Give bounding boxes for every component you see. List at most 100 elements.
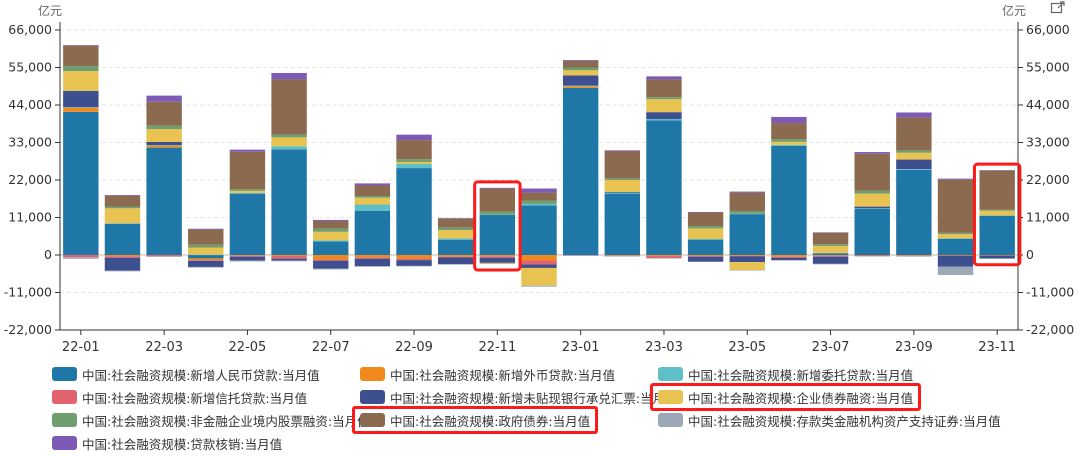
bar-segment (63, 91, 98, 107)
legend-item[interactable]: 中国:社会融资规模:新增外币贷款:当月值 (360, 364, 615, 384)
bar-segment (938, 256, 973, 267)
legend-item[interactable]: 中国:社会融资规模:存款类金融机构资产支持证券:当月值 (658, 410, 1001, 430)
bar-segment (563, 86, 598, 88)
legend-label: 中国:社会融资规模:新增委托贷款:当月值 (688, 365, 913, 384)
bar-segment (896, 256, 931, 257)
bar-segment (688, 228, 723, 239)
bar-segment (521, 200, 556, 203)
bar-segment (63, 257, 98, 258)
bar-segment (105, 207, 140, 209)
legend-label: 中国:社会融资规模:新增人民币贷款:当月值 (82, 365, 320, 384)
legend-item[interactable]: 中国:社会融资规模:企业债券融资:当月值 (658, 387, 913, 407)
legend-swatch (52, 436, 77, 450)
legend-highlight-box (352, 406, 598, 434)
y-tick-label-right: 0 (1026, 247, 1034, 262)
bar-segment (63, 112, 98, 255)
legend-item[interactable]: 中国:社会融资规模:政府债券:当月值 (360, 410, 590, 430)
legend-item[interactable]: 中国:社会融资规模:非金融企业境内股票融资:当月值 (52, 410, 370, 430)
legend-label: 中国:社会融资规模:新增外币贷款:当月值 (390, 365, 615, 384)
legend-swatch (52, 390, 77, 404)
bar-segment (896, 169, 931, 170)
bar-segment (396, 168, 431, 255)
legend-label: 中国:社会融资规模:非金融企业境内股票融资:当月值 (82, 411, 370, 430)
bar-segment (438, 255, 473, 257)
y-tick-label-left: -22,000 (4, 322, 52, 337)
x-tick-label: 22-03 (145, 340, 183, 355)
bar-segment (521, 189, 556, 193)
x-tick-label: 23-11 (978, 340, 1016, 355)
y-tick-label-left: 44,000 (8, 97, 52, 112)
x-tick-label: 22-07 (312, 340, 350, 355)
legend-item[interactable]: 中国:社会融资规模:新增人民币贷款:当月值 (52, 364, 320, 384)
bar-segment (438, 230, 473, 238)
bar-segment (438, 240, 473, 255)
bar-segment (938, 239, 973, 255)
bar-segment (646, 258, 681, 259)
bar-segment (271, 149, 306, 255)
legend-highlight-box (650, 383, 921, 411)
bar-segment (646, 255, 681, 256)
bar-segment (855, 256, 890, 257)
bar-segment (63, 45, 98, 46)
y-tick-label-right: 22,000 (1026, 172, 1070, 187)
bar-segment (271, 137, 306, 146)
bar-segment (771, 255, 806, 257)
bar-segment (355, 198, 390, 205)
bar-segment (480, 264, 515, 265)
bar-segment (188, 260, 223, 261)
bar-segment (688, 256, 723, 257)
bar-segment (896, 255, 931, 256)
bar-segment (813, 253, 848, 254)
bar-segment (105, 224, 140, 255)
bar-segment (896, 160, 931, 170)
bar-segment (646, 97, 681, 99)
bar-segment (438, 238, 473, 239)
bar-segment (188, 229, 223, 230)
legend-item[interactable]: 中国:社会融资规模:新增未贴现银行承兑汇票:当月值 (360, 387, 678, 407)
bar-segment (771, 145, 806, 146)
bar-segment (646, 112, 681, 119)
y-tick-label-right: 11,000 (1026, 210, 1070, 225)
bar-segment (188, 255, 223, 258)
bar-segment (896, 118, 931, 151)
bar-segment (271, 79, 306, 134)
bar-segment (480, 215, 515, 255)
bar-segment (313, 261, 348, 269)
bar-segment (771, 260, 806, 261)
bar-segment (521, 204, 556, 206)
bar-segment (979, 216, 1014, 255)
bar-segment (438, 257, 473, 258)
bar-segment (730, 270, 765, 271)
x-tick-label: 23-09 (895, 340, 933, 355)
bar-segment (605, 150, 640, 151)
bar-segment (63, 108, 98, 112)
export-icon[interactable] (1050, 0, 1066, 14)
bar-segment (563, 68, 598, 71)
legend-label: 中国:社会融资规模:新增信托贷款:当月值 (82, 388, 307, 407)
bar-segment (355, 196, 390, 198)
bar-segment (480, 258, 515, 263)
bar-segment (313, 259, 348, 260)
bar-segment (730, 192, 765, 193)
bar-segment (105, 196, 140, 207)
bar-segment (730, 214, 765, 215)
bar-segment (230, 193, 265, 194)
y-tick-label-left: 66,000 (8, 22, 52, 37)
bar-segment (105, 223, 140, 224)
bar-segment (438, 219, 473, 228)
bar-segment (771, 257, 806, 258)
bar-segment (938, 180, 973, 233)
legend-item[interactable]: 中国:社会融资规模:新增信托贷款:当月值 (52, 387, 307, 407)
legend-label: 中国:社会融资规模:贷款核销:当月值 (82, 434, 282, 453)
bar-segment (605, 178, 640, 180)
bar-segment (438, 257, 473, 264)
legend-item[interactable]: 中国:社会融资规模:新增委托贷款:当月值 (658, 364, 913, 384)
legend-item[interactable]: 中国:社会融资规模:贷款核销:当月值 (52, 433, 282, 453)
y-tick-label-left: -11,000 (4, 285, 52, 300)
bar-segment (105, 256, 140, 257)
bar-segment (313, 240, 348, 241)
bar-segment (813, 244, 848, 246)
bar-segment (313, 232, 348, 241)
bar-segment (313, 255, 348, 259)
